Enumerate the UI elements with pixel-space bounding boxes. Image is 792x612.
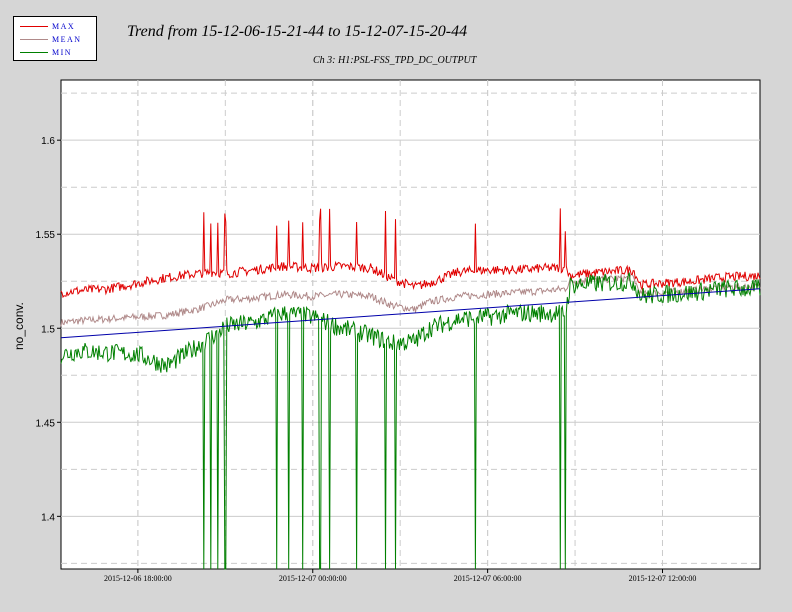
y-tick-label: 1.4 bbox=[41, 512, 55, 523]
legend-label-mean: MEAN bbox=[52, 35, 82, 44]
grid bbox=[61, 80, 760, 569]
legend-label-max: MAX bbox=[52, 22, 76, 31]
legend-item-min: MIN bbox=[20, 47, 96, 59]
legend: MAX MEAN MIN bbox=[13, 16, 97, 61]
plot-area bbox=[60, 79, 761, 570]
chart-title: Trend from 15-12-06-15-21-44 to 15-12-07… bbox=[127, 23, 468, 40]
chart-subtitle: Ch 3: H1:PSL-FSS_TPD_DC_OUTPUT bbox=[313, 55, 477, 66]
series-group bbox=[60, 208, 761, 570]
x-tick-label: 2015-12-07 12:00:00 bbox=[629, 574, 697, 583]
legend-line-min bbox=[20, 52, 48, 53]
legend-label-min: MIN bbox=[52, 48, 73, 57]
x-tick-label: 2015-12-07 00:00:00 bbox=[279, 574, 347, 583]
legend-item-max: MAX bbox=[20, 21, 96, 33]
legend-line-max bbox=[20, 26, 48, 27]
series-max-line bbox=[60, 208, 761, 299]
y-tick-label: 1.5 bbox=[41, 324, 55, 335]
series-min-line bbox=[60, 272, 761, 570]
legend-line-mean bbox=[20, 39, 48, 40]
y-tick-label: 1.45 bbox=[36, 418, 56, 429]
series-trend-line bbox=[60, 288, 761, 339]
y-axis-ticks: 1.4 1.45 1.5 1.55 1.6 bbox=[36, 136, 61, 523]
x-tick-label: 2015-12-07 06:00:00 bbox=[454, 574, 522, 583]
legend-item-mean: MEAN bbox=[20, 34, 96, 46]
x-axis-ticks: 2015-12-06 18:00:00 2015-12-07 00:00:00 20… bbox=[104, 569, 696, 583]
x-tick-label: 2015-12-06 18:00:00 bbox=[104, 574, 172, 583]
y-tick-label: 1.55 bbox=[36, 230, 56, 241]
y-tick-label: 1.6 bbox=[41, 136, 55, 147]
